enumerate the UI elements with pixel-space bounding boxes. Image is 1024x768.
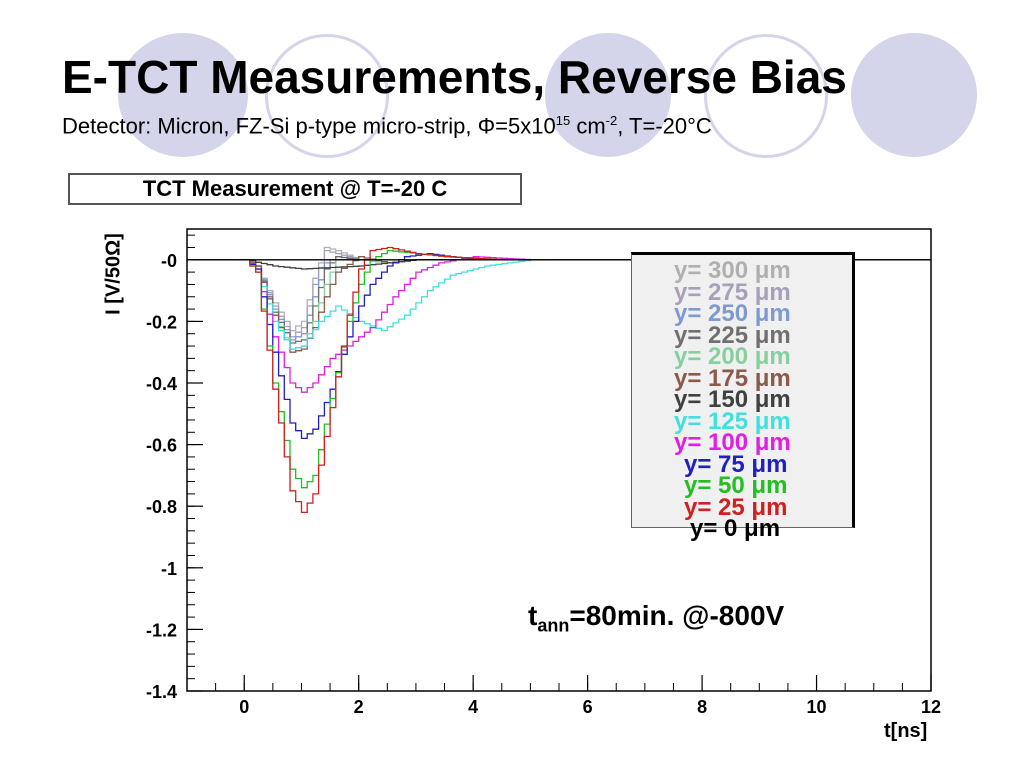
y-tick-label: -0 xyxy=(161,251,177,271)
y-axis-label: I [V/50Ω] xyxy=(102,233,125,315)
legend-entry: y= 0 μm xyxy=(690,515,781,542)
subtitle-unit-exponent: -2 xyxy=(605,113,618,128)
slide-subtitle: Detector: Micron, FZ-Si p-type micro-str… xyxy=(62,113,712,139)
decorative-circle xyxy=(851,33,977,157)
x-tick-label: 12 xyxy=(921,697,941,717)
legend-entry: y= 225 μm xyxy=(674,321,791,349)
legend-entry: y= 25 μm xyxy=(684,493,788,521)
decorative-circle xyxy=(545,33,671,157)
plot-title: TCT Measurement @ T=-20 C xyxy=(68,173,522,205)
legend-entry: y= 250 μm xyxy=(674,300,791,327)
subtitle-exponent: 15 xyxy=(555,113,571,128)
y-tick-label: -1.4 xyxy=(146,682,177,702)
subtitle-unit: cm xyxy=(570,113,606,139)
subtitle-temperature: , T=-20°C xyxy=(617,113,712,139)
x-tick-label: 8 xyxy=(697,697,707,717)
legend-entry: y= 175 μm xyxy=(674,364,791,392)
y-tick-label: -0.4 xyxy=(146,374,177,394)
y-tick-label: -0.6 xyxy=(146,436,177,456)
x-tick-label: 2 xyxy=(354,697,364,717)
x-axis-label: t[ns] xyxy=(884,720,928,742)
legend-entry: y= 125 μm xyxy=(674,407,791,435)
y-tick-label: -1.2 xyxy=(146,620,177,640)
subtitle-text: Detector: Micron, FZ-Si p-type micro-str… xyxy=(62,113,556,139)
y-tick-label: -1 xyxy=(161,559,177,579)
legend-entry: y= 300 μm xyxy=(674,257,791,284)
annealing-annotation: tann=80min. @-800V xyxy=(528,600,784,637)
x-tick-label: 6 xyxy=(583,697,593,717)
legend-entry: y= 50 μm xyxy=(684,472,788,499)
decorative-circle xyxy=(704,34,828,158)
y-axis-label-box: I [V/50Ω] xyxy=(96,229,132,319)
slide-title: E-TCT Measurements, Reverse Bias xyxy=(62,51,847,103)
decorative-circle xyxy=(118,33,248,157)
x-tick-label: 10 xyxy=(807,697,827,717)
annotation-symbol: t xyxy=(528,600,538,631)
legend-entry: y= 150 μm xyxy=(674,386,791,413)
annotation-subscript: ann xyxy=(537,615,570,636)
y-tick-label: -0.8 xyxy=(146,497,177,517)
legend: y= 300 μm y= 275 μm y= 250 μm y= 225 μm y= 2… xyxy=(631,252,855,541)
x-tick-label: 4 xyxy=(468,697,478,717)
legend-entry: y= 100 μm xyxy=(674,429,791,456)
y-tick-label: -0.2 xyxy=(146,312,177,332)
annotation-text: =80min. @-800V xyxy=(569,600,785,631)
legend-entry: y= 75 μm xyxy=(684,450,788,478)
legend-entry: y= 200 μm xyxy=(674,343,791,370)
legend-entry: y= 275 μm xyxy=(674,278,791,306)
decorative-circle xyxy=(265,34,389,158)
x-tick-label: 0 xyxy=(239,697,249,717)
